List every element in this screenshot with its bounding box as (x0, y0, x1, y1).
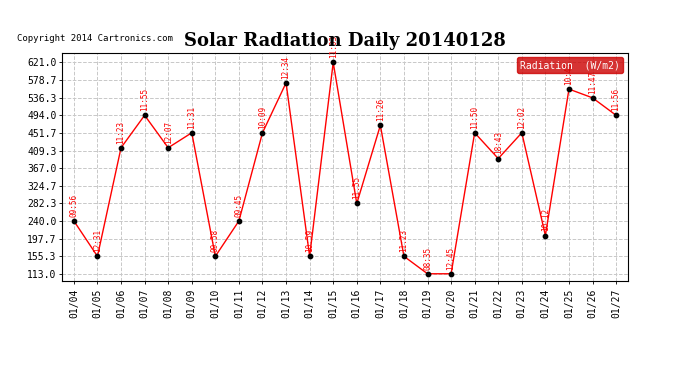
Text: 12:34: 12:34 (282, 56, 290, 79)
Point (139, 112, 150, 118)
Text: 11:26: 11:26 (376, 98, 385, 121)
Text: Copyright 2014 Cartronics.com: Copyright 2014 Cartronics.com (17, 34, 172, 43)
Text: 11:47: 11:47 (588, 70, 597, 94)
Point (163, 145, 174, 151)
Point (92, 253, 103, 259)
Text: 11:03: 11:03 (328, 35, 337, 58)
Text: 10:12: 10:12 (541, 208, 550, 231)
Point (328, 60, 339, 66)
Text: 12:45: 12:45 (446, 246, 455, 270)
Point (398, 253, 409, 259)
Text: 09:58: 09:58 (211, 229, 220, 252)
Point (422, 271, 433, 277)
Point (469, 130, 480, 136)
Text: 11:50: 11:50 (470, 105, 479, 129)
Text: 12:07: 12:07 (164, 120, 172, 144)
Point (210, 253, 221, 259)
Point (257, 130, 268, 136)
Point (587, 95, 598, 101)
Point (611, 112, 622, 118)
Text: 12:31: 12:31 (93, 229, 102, 252)
Text: 09:45: 09:45 (235, 194, 244, 217)
Text: 11:55: 11:55 (353, 176, 362, 199)
Text: 10:59: 10:59 (305, 229, 314, 252)
Point (186, 130, 197, 136)
Legend: Radiation  (W/m2): Radiation (W/m2) (518, 57, 623, 73)
Point (351, 201, 362, 207)
Point (446, 271, 457, 277)
Text: 09:56: 09:56 (70, 194, 79, 217)
Point (493, 156, 504, 162)
Text: 12:02: 12:02 (518, 105, 526, 129)
Point (516, 130, 527, 136)
Text: 10:45: 10:45 (564, 62, 573, 85)
Point (375, 122, 386, 128)
Point (540, 232, 551, 238)
Text: 08:35: 08:35 (423, 246, 432, 270)
Text: 11:31: 11:31 (187, 105, 196, 129)
Point (115, 145, 126, 151)
Point (564, 86, 575, 92)
Point (304, 253, 315, 259)
Point (233, 218, 244, 224)
Text: 10:09: 10:09 (258, 105, 267, 129)
Point (68, 218, 79, 224)
Text: 11:23: 11:23 (117, 120, 126, 144)
Text: 11:56: 11:56 (611, 88, 620, 111)
Point (281, 80, 292, 86)
Text: 11:55: 11:55 (140, 88, 149, 111)
Text: 18:43: 18:43 (494, 131, 503, 154)
Text: 11:23: 11:23 (400, 229, 408, 252)
Title: Solar Radiation Daily 20140128: Solar Radiation Daily 20140128 (184, 32, 506, 50)
